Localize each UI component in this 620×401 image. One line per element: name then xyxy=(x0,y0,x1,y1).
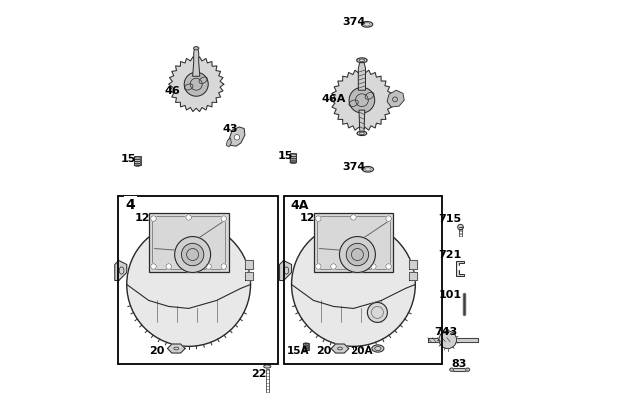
Text: 15: 15 xyxy=(278,151,293,161)
Circle shape xyxy=(221,264,226,269)
Ellipse shape xyxy=(135,164,141,167)
Polygon shape xyxy=(226,139,231,148)
Ellipse shape xyxy=(450,368,454,371)
Text: 374: 374 xyxy=(343,162,366,172)
Polygon shape xyxy=(409,272,417,281)
Text: 46A: 46A xyxy=(322,94,347,104)
Circle shape xyxy=(186,215,192,221)
Circle shape xyxy=(151,264,156,269)
Ellipse shape xyxy=(303,346,309,349)
Circle shape xyxy=(184,73,208,97)
Polygon shape xyxy=(358,63,366,91)
Polygon shape xyxy=(314,213,393,273)
Circle shape xyxy=(368,303,388,322)
Ellipse shape xyxy=(135,160,141,162)
Ellipse shape xyxy=(349,101,358,107)
Text: 46: 46 xyxy=(164,86,180,96)
Polygon shape xyxy=(428,338,477,342)
Polygon shape xyxy=(228,128,245,147)
Text: 4: 4 xyxy=(126,197,135,211)
Polygon shape xyxy=(244,260,252,269)
Circle shape xyxy=(386,216,391,222)
Circle shape xyxy=(351,215,356,221)
Ellipse shape xyxy=(135,158,141,160)
Text: 15: 15 xyxy=(120,154,136,164)
Ellipse shape xyxy=(290,159,296,162)
Ellipse shape xyxy=(466,368,470,371)
Circle shape xyxy=(386,264,391,269)
Text: 83: 83 xyxy=(452,358,467,368)
Circle shape xyxy=(439,331,456,348)
Circle shape xyxy=(346,244,369,266)
Text: 12: 12 xyxy=(135,213,150,223)
Ellipse shape xyxy=(357,132,366,136)
Bar xyxy=(284,196,441,364)
Ellipse shape xyxy=(199,78,207,84)
Polygon shape xyxy=(169,58,224,112)
Circle shape xyxy=(458,267,461,270)
Circle shape xyxy=(175,237,211,273)
Circle shape xyxy=(151,216,156,222)
Ellipse shape xyxy=(303,345,309,348)
Text: 12: 12 xyxy=(300,213,316,223)
Text: 15A: 15A xyxy=(287,344,310,354)
Polygon shape xyxy=(359,111,365,133)
Polygon shape xyxy=(149,213,229,273)
Circle shape xyxy=(349,88,374,114)
Circle shape xyxy=(340,237,375,273)
Text: 721: 721 xyxy=(438,249,461,259)
Polygon shape xyxy=(387,91,404,108)
Circle shape xyxy=(330,264,336,269)
Ellipse shape xyxy=(264,365,271,368)
Circle shape xyxy=(291,223,415,346)
Bar xyxy=(118,196,278,364)
Circle shape xyxy=(371,264,376,269)
Text: 4A: 4A xyxy=(290,198,308,211)
Polygon shape xyxy=(456,261,464,277)
Circle shape xyxy=(182,244,204,266)
Polygon shape xyxy=(331,70,392,132)
Ellipse shape xyxy=(356,59,367,63)
Ellipse shape xyxy=(290,155,296,158)
Ellipse shape xyxy=(185,85,193,91)
Ellipse shape xyxy=(135,162,141,165)
Polygon shape xyxy=(167,344,185,353)
Circle shape xyxy=(126,223,250,346)
Polygon shape xyxy=(115,261,126,281)
Text: 20A: 20A xyxy=(350,344,373,354)
Text: 101: 101 xyxy=(438,289,462,299)
Text: 715: 715 xyxy=(438,213,461,223)
Circle shape xyxy=(316,216,321,222)
Ellipse shape xyxy=(361,22,373,28)
Polygon shape xyxy=(193,49,200,77)
Polygon shape xyxy=(409,260,417,269)
Polygon shape xyxy=(452,368,467,371)
Circle shape xyxy=(316,264,321,269)
Ellipse shape xyxy=(290,157,296,160)
Text: 43: 43 xyxy=(222,124,237,134)
Ellipse shape xyxy=(193,48,199,51)
Polygon shape xyxy=(331,344,348,353)
Ellipse shape xyxy=(303,348,309,351)
Text: 743: 743 xyxy=(434,326,457,336)
Text: 20: 20 xyxy=(316,344,331,354)
Text: 374: 374 xyxy=(343,17,366,27)
Polygon shape xyxy=(280,261,291,281)
Circle shape xyxy=(166,264,172,269)
Ellipse shape xyxy=(365,93,374,100)
Circle shape xyxy=(221,216,226,222)
Ellipse shape xyxy=(303,343,309,346)
Ellipse shape xyxy=(362,167,373,172)
Circle shape xyxy=(458,225,463,230)
Circle shape xyxy=(206,264,211,269)
Text: 20: 20 xyxy=(149,344,165,354)
Text: 22: 22 xyxy=(251,369,267,379)
Circle shape xyxy=(234,135,240,141)
Polygon shape xyxy=(244,272,252,281)
Ellipse shape xyxy=(372,345,384,352)
Ellipse shape xyxy=(290,161,296,164)
